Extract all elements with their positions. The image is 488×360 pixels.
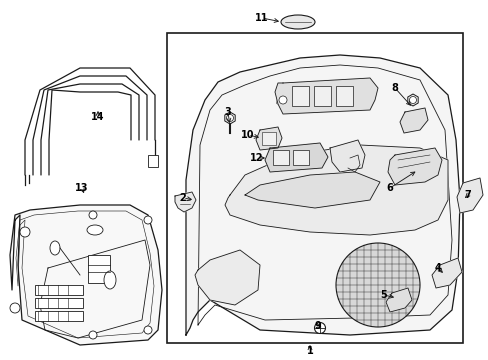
Polygon shape [264,143,327,172]
Polygon shape [185,55,459,335]
Circle shape [20,227,30,237]
Polygon shape [431,258,461,288]
Polygon shape [399,108,427,133]
Text: 2: 2 [179,193,186,203]
Polygon shape [224,145,447,235]
Polygon shape [195,250,260,305]
Text: 13: 13 [75,183,88,193]
Polygon shape [329,140,364,172]
Bar [88,255,110,283]
Circle shape [335,243,419,327]
Polygon shape [10,205,162,345]
Bar [35,298,83,308]
Circle shape [89,211,97,219]
Polygon shape [175,192,196,212]
Ellipse shape [87,225,103,235]
Text: 8: 8 [391,83,398,93]
Text: 5: 5 [380,290,386,300]
Bar [35,311,83,321]
Bar [272,150,288,165]
Text: 10: 10 [241,130,254,140]
Text: 9: 9 [314,321,321,331]
Text: 6: 6 [386,183,392,193]
Text: 7: 7 [464,190,470,200]
Bar [262,132,275,145]
Circle shape [314,323,325,333]
Bar [148,155,158,167]
Text: 4: 4 [434,263,441,273]
Text: 12: 12 [250,153,263,163]
Polygon shape [256,127,282,150]
Text: 3: 3 [224,107,231,117]
Ellipse shape [281,15,314,29]
Bar [335,86,352,106]
Circle shape [143,326,152,334]
Polygon shape [387,148,441,185]
Circle shape [226,114,233,122]
Polygon shape [244,172,379,208]
Circle shape [279,96,286,104]
Bar [292,150,308,165]
Polygon shape [274,78,377,114]
Text: 14: 14 [91,112,104,122]
Bar [35,285,83,295]
Polygon shape [385,288,411,312]
Circle shape [89,331,97,339]
Circle shape [143,216,152,224]
Text: 11: 11 [255,13,268,23]
Text: 1: 1 [306,346,313,356]
Bar [291,86,308,106]
Polygon shape [456,178,482,213]
Bar [313,86,330,106]
Circle shape [10,303,20,313]
Ellipse shape [50,241,60,255]
Circle shape [408,96,416,104]
Ellipse shape [104,271,116,289]
Bar [167,33,462,343]
